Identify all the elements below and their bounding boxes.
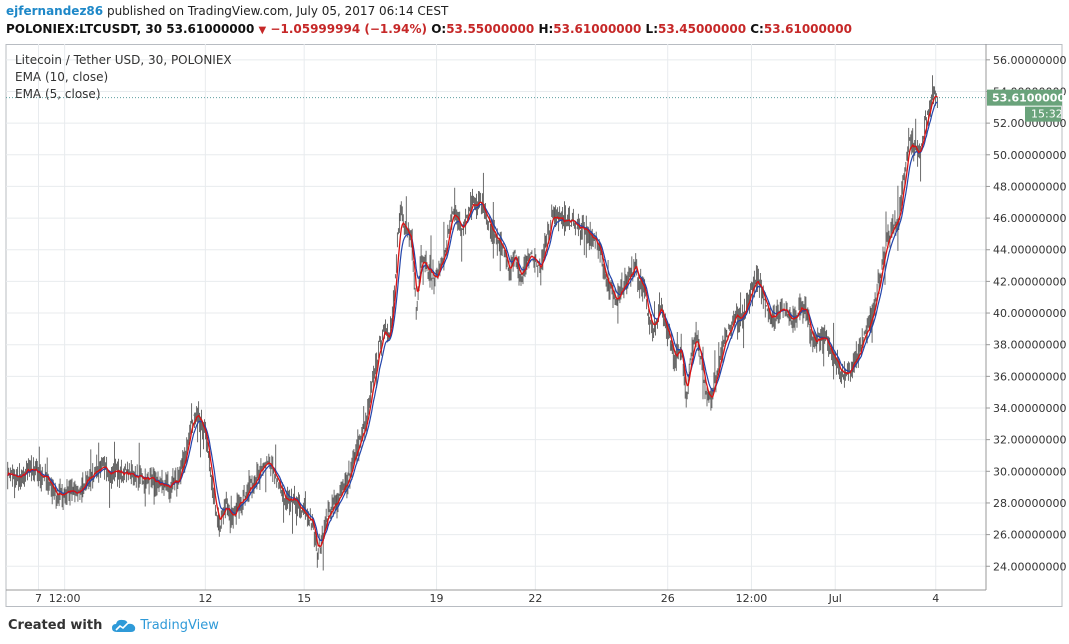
x-tick-label: 12:00 xyxy=(736,592,768,605)
x-tick-label: 4 xyxy=(932,592,939,605)
open-value: 53.55000000 xyxy=(446,22,535,36)
last-price-tag-text: 53.61000000 xyxy=(992,92,1069,105)
tradingview-brand-link[interactable]: TradingView xyxy=(140,618,219,633)
y-tick-label: 38.00000000 xyxy=(993,339,1066,352)
y-tick-label: 28.00000000 xyxy=(993,497,1066,510)
countdown-tag-text: 15:32 xyxy=(1031,108,1063,121)
price-chart[interactable]: 7 12:00 12 15 19 22 26 12:00 Jul 4 24.00000000 26.0… xyxy=(0,44,1069,615)
y-tick-label: 56.00000000 xyxy=(993,54,1066,67)
y-tick-label: 32.00000000 xyxy=(993,434,1066,447)
y-tick-label: 34.00000000 xyxy=(993,402,1066,415)
symbol-info-bar: POLONIEX:LTCUSDT, 30 53.61000000 ▼ −1.05… xyxy=(6,22,852,36)
high-label: H: xyxy=(538,22,554,36)
legend-title: Litecoin / Tether USD, 30, POLONIEX xyxy=(15,53,232,67)
down-arrow-icon: ▼ xyxy=(258,25,267,36)
last-price-tag xyxy=(987,89,1062,106)
low-value: 53.45000000 xyxy=(658,22,747,36)
publish-info: ejfernandez86 published on TradingView.c… xyxy=(6,4,448,18)
y-tick-label: 44.00000000 xyxy=(993,244,1066,257)
candlestick-wicks xyxy=(7,75,938,571)
open-label: O: xyxy=(431,22,447,36)
last-price: 53.61000000 xyxy=(166,22,255,36)
x-tick-label: Jul xyxy=(828,592,842,605)
created-with-text: Created with xyxy=(8,618,103,633)
x-tick-label: 19 xyxy=(430,592,444,605)
x-tick-label: 12 xyxy=(198,592,212,605)
footer: Created with TradingView xyxy=(8,618,219,633)
author-link[interactable]: ejfernandez86 xyxy=(6,4,104,18)
x-tick-label: 22 xyxy=(528,592,542,605)
high-value: 53.61000000 xyxy=(553,22,642,36)
publish-text: published on TradingView.com, July 05, 2… xyxy=(106,4,449,18)
symbol-label[interactable]: POLONIEX:LTCUSDT, 30 xyxy=(6,22,163,36)
y-tick-label: 26.00000000 xyxy=(993,529,1066,542)
legend-ema10[interactable]: EMA (10, close) xyxy=(15,70,109,84)
low-label: L: xyxy=(645,22,658,36)
y-tick-label: 46.00000000 xyxy=(993,212,1066,225)
legend-ema5[interactable]: EMA (5, close) xyxy=(15,87,101,101)
countdown-tag xyxy=(1025,106,1061,122)
ema5-line xyxy=(7,95,938,548)
y-tick-label: 40.00000000 xyxy=(993,307,1066,320)
x-tick-label: 12:00 xyxy=(49,592,81,605)
chart-frame xyxy=(5,44,1063,607)
x-tick-label: 15 xyxy=(297,592,311,605)
tradingview-cloud-icon xyxy=(112,619,136,632)
close-value: 53.61000000 xyxy=(763,22,852,36)
x-tick-label: 7 xyxy=(35,592,42,605)
y-tick-label: 30.00000000 xyxy=(993,465,1066,478)
y-tick-label: 50.00000000 xyxy=(993,149,1066,162)
price-change: −1.05999994 (−1.94%) xyxy=(270,22,428,36)
x-tick-label: 26 xyxy=(661,592,675,605)
close-label: C: xyxy=(750,22,764,36)
y-tick-label: 24.00000000 xyxy=(993,560,1066,573)
y-tick-label: 48.00000000 xyxy=(993,180,1066,193)
y-tick-label: 36.00000000 xyxy=(993,370,1066,383)
ema10-line xyxy=(7,101,938,542)
y-tick-label: 42.00000000 xyxy=(993,275,1066,288)
